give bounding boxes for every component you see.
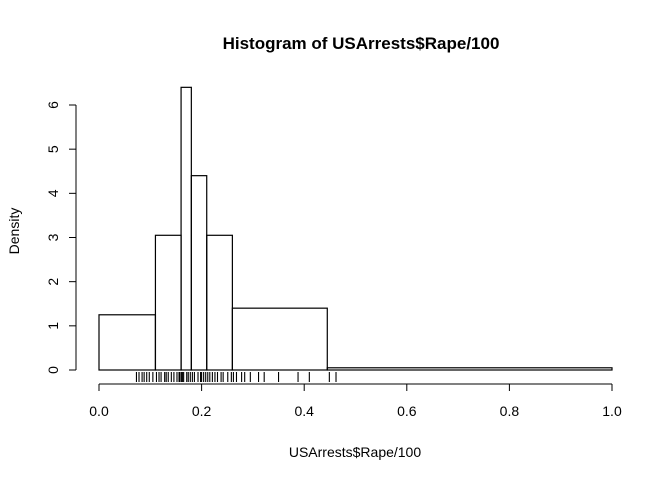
chart-title: Histogram of USArrests$Rape/100 xyxy=(223,34,500,53)
y-tick-label: 5 xyxy=(45,145,61,153)
rug-marks xyxy=(135,372,337,382)
y-tick-label: 6 xyxy=(45,101,61,109)
y-tick-label: 3 xyxy=(45,233,61,241)
histogram-bars xyxy=(98,86,613,371)
x-tick-label: 0.2 xyxy=(192,403,212,419)
x-tick-label: 0.0 xyxy=(89,403,109,419)
histogram-bar xyxy=(154,234,182,371)
histogram-bar xyxy=(180,86,192,371)
x-tick-label: 0.4 xyxy=(294,403,314,419)
x-axis-label: USArrests$Rape/100 xyxy=(289,444,422,460)
histogram-bar xyxy=(190,175,208,371)
histogram-bar xyxy=(98,314,157,371)
x-tick-label: 0.6 xyxy=(397,403,417,419)
x-tick-label: 0.8 xyxy=(500,403,520,419)
x-axis: 0.0 0.2 0.4 0.6 0.8 1.0 xyxy=(89,383,622,419)
x-tick-label: 1.0 xyxy=(602,403,622,419)
histogram-bar xyxy=(206,234,233,371)
y-tick-label: 4 xyxy=(45,189,61,197)
histogram-bar xyxy=(231,307,328,371)
y-tick-label: 0 xyxy=(45,366,61,374)
y-axis: 0 1 2 3 4 5 6 xyxy=(45,101,77,374)
y-tick-label: 2 xyxy=(45,278,61,286)
y-axis-label: Density xyxy=(6,208,22,255)
y-tick-label: 1 xyxy=(45,322,61,330)
histogram-bar xyxy=(326,367,613,371)
